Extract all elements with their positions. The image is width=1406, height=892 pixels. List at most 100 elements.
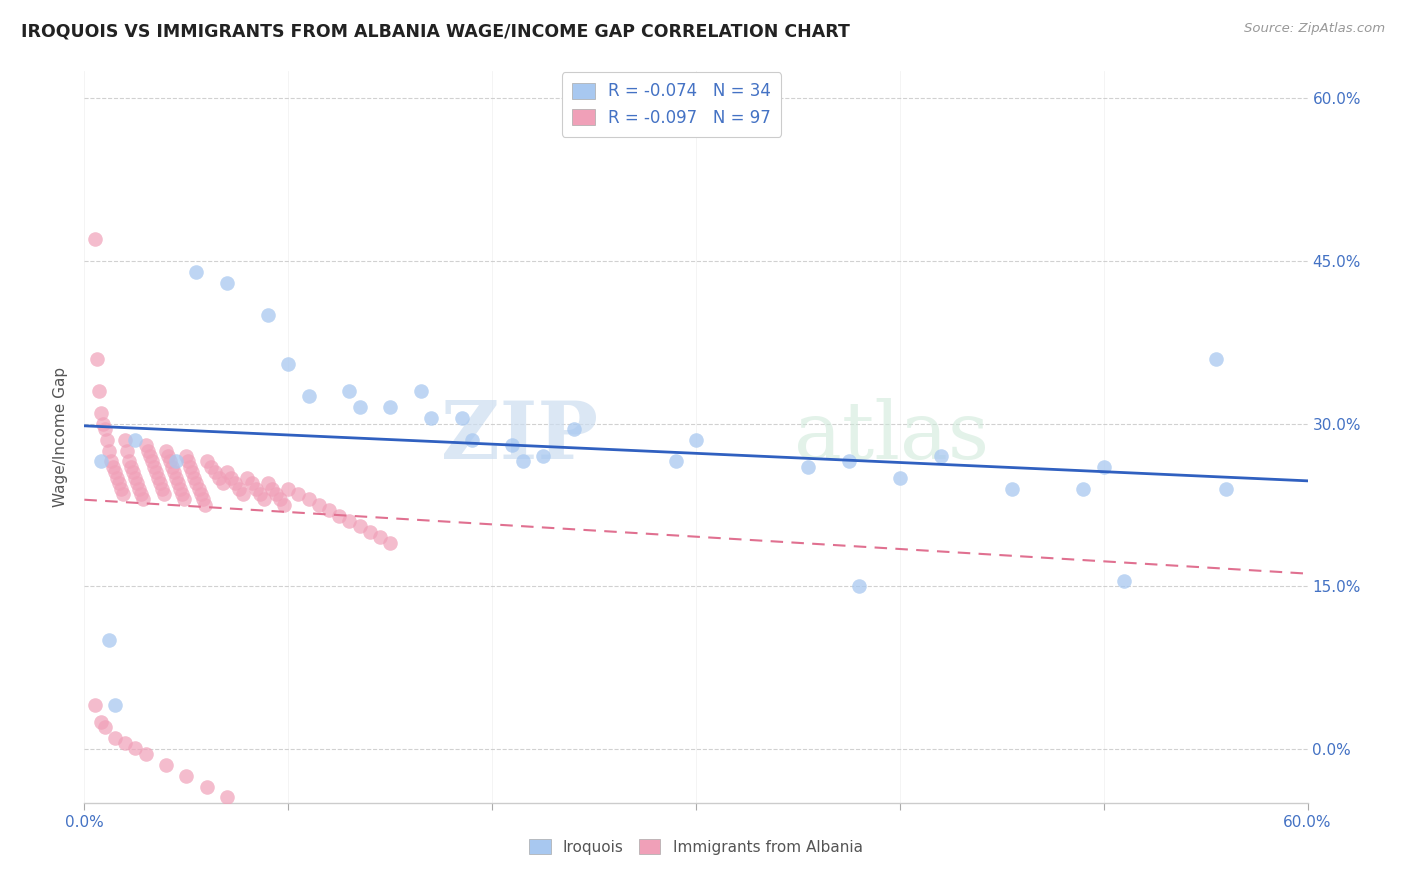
Point [349, 519, 371, 533]
Point [277, 357, 299, 371]
Point [159, 454, 181, 468]
Point [359, 524, 381, 539]
Point [224, 476, 246, 491]
Text: IROQUOIS VS IMMIGRANTS FROM ALBANIA WAGE/INCOME GAP CORRELATION CHART: IROQUOIS VS IMMIGRANTS FROM ALBANIA WAGE… [21, 22, 851, 40]
Point [172, 487, 194, 501]
Point [195, 780, 218, 794]
Point [217, 276, 239, 290]
Point [318, 503, 340, 517]
Point [97, 443, 120, 458]
Point [838, 454, 860, 468]
Point [450, 411, 472, 425]
Point [97, 633, 120, 648]
Point [153, 487, 176, 501]
Point [128, 482, 150, 496]
Point [240, 476, 263, 491]
Point [124, 471, 146, 485]
Point [298, 492, 321, 507]
Point [96, 433, 118, 447]
Point [136, 443, 159, 458]
Point [90, 454, 112, 468]
Point [685, 433, 707, 447]
Point [150, 482, 173, 496]
Point [461, 433, 484, 447]
Text: Source: ZipAtlas.com: Source: ZipAtlas.com [1244, 22, 1385, 36]
Point [135, 747, 157, 761]
Point [163, 465, 186, 479]
Point [104, 731, 127, 745]
Point [665, 454, 688, 468]
Point [181, 465, 204, 479]
Point [110, 482, 132, 496]
Point [308, 498, 330, 512]
Point [236, 471, 259, 485]
Point [183, 471, 205, 485]
Point [91, 417, 114, 431]
Point [277, 482, 299, 496]
Point [245, 482, 267, 496]
Point [124, 740, 146, 755]
Point [141, 454, 163, 468]
Point [135, 438, 157, 452]
Point [177, 454, 200, 468]
Point [380, 401, 402, 415]
Point [339, 384, 361, 398]
Point [146, 471, 169, 485]
Point [249, 487, 271, 501]
Point [409, 384, 432, 398]
Point [208, 471, 231, 485]
Point [217, 465, 239, 479]
Point [127, 476, 149, 491]
Point [531, 449, 554, 463]
Point [1114, 574, 1136, 588]
Point [86, 351, 108, 366]
Point [194, 498, 217, 512]
Point [145, 465, 167, 479]
Point [179, 459, 201, 474]
Point [257, 476, 280, 491]
Point [165, 471, 187, 485]
Point [1001, 482, 1024, 496]
Legend: Iroquois, Immigrants from Albania: Iroquois, Immigrants from Albania [523, 833, 869, 861]
Point [104, 465, 127, 479]
Point [93, 720, 115, 734]
Point [83, 698, 105, 713]
Point [100, 454, 122, 468]
Point [848, 579, 870, 593]
Point [257, 308, 280, 322]
Point [1092, 459, 1115, 474]
Point [217, 790, 239, 805]
Point [173, 492, 195, 507]
Point [155, 443, 177, 458]
Point [200, 459, 222, 474]
Point [83, 232, 105, 246]
Point [298, 389, 321, 403]
Point [87, 384, 110, 398]
Point [191, 492, 214, 507]
Point [368, 530, 391, 544]
Point [195, 454, 218, 468]
Point [167, 476, 190, 491]
Point [1205, 351, 1227, 366]
Point [124, 433, 146, 447]
Point [169, 482, 191, 496]
Point [118, 454, 141, 468]
Point [108, 476, 131, 491]
Text: atlas: atlas [794, 398, 988, 476]
Point [260, 482, 283, 496]
Point [156, 449, 179, 463]
Y-axis label: Wage/Income Gap: Wage/Income Gap [53, 367, 69, 508]
Point [122, 465, 145, 479]
Point [502, 438, 524, 452]
Point [264, 487, 287, 501]
Point [186, 476, 208, 491]
Point [105, 471, 128, 485]
Point [1073, 482, 1095, 496]
Point [165, 454, 187, 468]
Point [104, 698, 127, 713]
Point [187, 482, 209, 496]
Point [90, 406, 112, 420]
Point [287, 487, 309, 501]
Point [186, 265, 208, 279]
Point [1215, 482, 1237, 496]
